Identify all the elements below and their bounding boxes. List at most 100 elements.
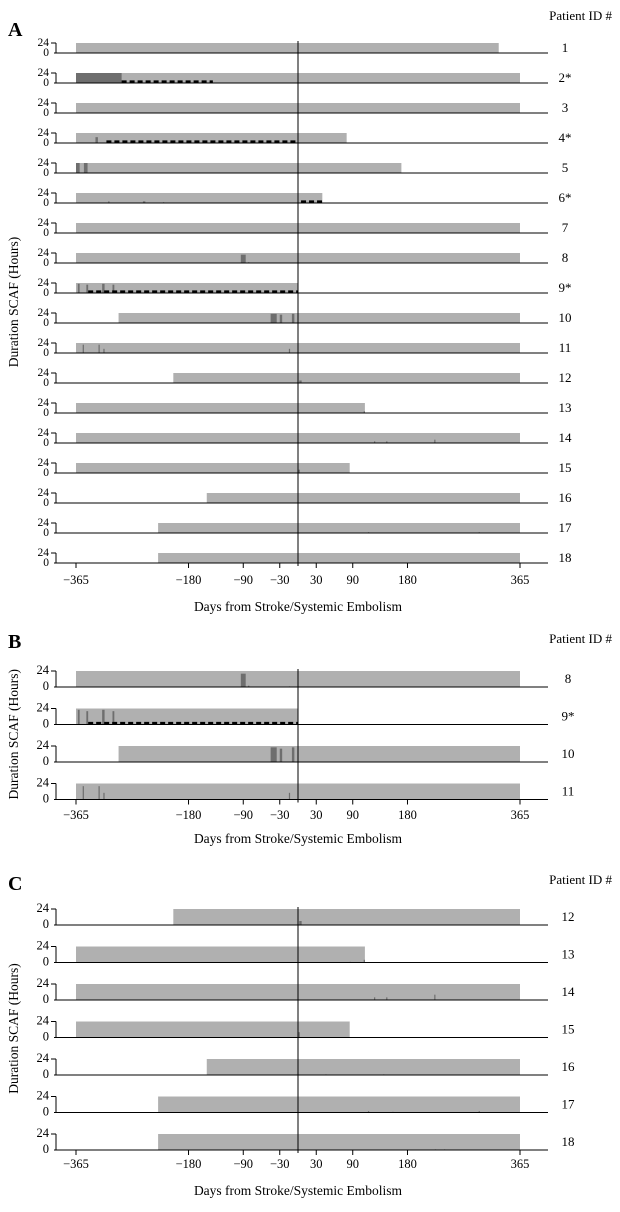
panel-b-xtick-label-0: −365 (63, 808, 89, 822)
panel-c-patient-id-12: 12 (562, 909, 575, 924)
panel-a-monitoring-bar-17 (158, 523, 520, 533)
panel-a-ytick-label-0-9*: 0 (43, 287, 49, 299)
panel-c-ytick-label-0-12: 0 (43, 917, 49, 931)
panel-a-scaf-event-9*-3 (112, 284, 115, 293)
panel-a-xtick-label-4: 30 (310, 573, 323, 587)
panel-a-ytick-label-0-6*: 0 (43, 197, 49, 209)
panel-a-ytick-label-0-11: 0 (43, 347, 49, 359)
panel-b-ytick-label-24-10: 24 (37, 738, 50, 752)
panel-a-ytick-label-24-17: 24 (38, 517, 50, 529)
panel-b-xtick-label-7: 365 (511, 808, 530, 822)
panel-c-xtick-label-6: 180 (398, 1157, 417, 1171)
panel-c-monitoring-bar-16 (206, 1059, 520, 1075)
panel-b-header: Patient ID # (549, 631, 612, 646)
panel-a-patient-id-11: 11 (559, 340, 572, 355)
panel-a-monitoring-bar-16 (206, 493, 520, 503)
panel-a-patient-id-13: 13 (559, 400, 572, 415)
panel-a-patient-id-6*: 6* (559, 190, 572, 205)
panel-a-xtick-label-6: 180 (398, 573, 417, 587)
panel-a-scaf-event-14-1 (386, 441, 388, 443)
panel-c-scaf-event-17-0 (367, 1111, 370, 1113)
panel-a-scaf-event-9*-0 (77, 283, 80, 293)
panel-c-scaf-event-13-0 (363, 959, 365, 963)
panel-a-ytick-label-24-3: 24 (38, 97, 50, 109)
panel-a-ytick-label-0-17: 0 (43, 527, 49, 539)
panel-b-ytick-label-0-11: 0 (43, 792, 49, 806)
panel-b-scaf-event-9*-0 (77, 709, 80, 725)
panel-a-ytick-label-0-12: 0 (43, 377, 49, 389)
panel-c-xtick-label-1: −180 (176, 1157, 202, 1171)
panel-a-ytick-label-0-7: 0 (43, 227, 49, 239)
panel-a-scaf-event-10-2 (291, 313, 295, 323)
panel-c-xtick-label-5: 90 (346, 1157, 359, 1171)
panel-a-patient-id-17: 17 (559, 520, 573, 535)
panel-c-patient-id-16: 16 (562, 1059, 576, 1074)
panel-b-scaf-event-8-1 (248, 685, 250, 687)
panel-a-patient-id-2*: 2* (559, 70, 572, 85)
panel-a-xtick-label-7: 365 (511, 573, 530, 587)
panel-a-ytick-label-24-10: 24 (38, 307, 50, 319)
panel-a-ytick-label-24-14: 24 (38, 427, 50, 439)
panel-b-scaf-event-9*-3 (112, 711, 115, 725)
panel-c-xtick-label-4: 30 (310, 1157, 323, 1171)
panel-c-scaf-event-15-0 (298, 1032, 300, 1038)
panel-a-ytick-label-0-8: 0 (43, 257, 49, 269)
panel-a-patient-id-3: 3 (562, 100, 569, 115)
panel-c-ytick-label-0-17: 0 (43, 1105, 49, 1119)
panel-a-monitoring-bar-6* (76, 193, 323, 203)
panel-c-ylabel: Duration SCAF (Hours) (6, 963, 21, 1094)
panel-a-scaf-event-11-3 (288, 348, 291, 353)
panel-b-scaf-event-10-0 (270, 747, 277, 762)
panel-b-xlabel: Days from Stroke/Systemic Embolism (194, 831, 403, 846)
panel-b-scaf-event-10-1 (279, 748, 283, 762)
panel-c-scaf-event-14-2 (434, 994, 436, 1000)
panel-a-ytick-label-24-13: 24 (38, 397, 50, 409)
panel-a-patient-id-10: 10 (559, 310, 572, 325)
panel-c-ytick-label-0-18: 0 (43, 1142, 49, 1156)
panel-a-ytick-label-24-4*: 24 (38, 127, 50, 139)
panel-a-patient-id-5: 5 (562, 160, 569, 175)
panel-a-ytick-label-24-1: 24 (38, 37, 50, 49)
panel-b-xtick-label-1: −180 (176, 808, 202, 822)
panel-a-monitoring-bar-13 (76, 403, 365, 413)
panel-b-ytick-label-0-10: 0 (43, 754, 49, 768)
panel-a-patient-id-9*: 9* (559, 280, 572, 295)
panel-a-xtick-label-2: −90 (233, 573, 253, 587)
panel-a-scaf-event-10-1 (279, 314, 283, 323)
panel-a-monitoring-bar-1 (76, 43, 499, 53)
panel-b-scaf-event-11-3 (288, 792, 291, 800)
panel-a-ytick-label-0-14: 0 (43, 437, 49, 449)
panel-a-scaf-event-10-0 (270, 313, 277, 323)
panel-b-scaf-event-8-0 (240, 673, 246, 687)
panel-b-xtick-label-4: 30 (310, 808, 323, 822)
panel-a-patient-id-16: 16 (559, 490, 573, 505)
panel-b-scaf-event-11-2 (103, 792, 105, 800)
panel-a-ytick-label-24-12: 24 (38, 367, 50, 379)
panel-c-xtick-label-3: −30 (270, 1157, 290, 1171)
panel-a-ytick-label-24-6*: 24 (38, 187, 50, 199)
panel-c-patient-id-17: 17 (562, 1097, 576, 1112)
panel-a-monitoring-bar-9* (76, 283, 298, 293)
panel-a-scaf-event-4*-0 (95, 137, 98, 143)
panel-c-patient-id-18: 18 (562, 1134, 575, 1149)
panel-a-ytick-label-24-2*: 24 (38, 67, 50, 79)
panel-b-scaf-event-11-0 (82, 786, 84, 800)
panel-a-ytick-label-24-8: 24 (38, 247, 50, 259)
panel-a-monitoring-bar-15 (76, 463, 350, 473)
panel-a-patient-id-12: 12 (559, 370, 572, 385)
panel-a-scaf-event-2*-0 (76, 73, 122, 83)
panel-a-monitoring-bar-12 (173, 373, 520, 383)
panel-a-scaf-event-5-0 (76, 163, 80, 173)
panel-b-xtick-label-5: 90 (346, 808, 359, 822)
panel-c-xtick-label-2: −90 (233, 1157, 253, 1171)
panel-a-ytick-label-0-16: 0 (43, 497, 49, 509)
panel-c-patient-id-14: 14 (562, 984, 576, 999)
panel-a-ylabel: Duration SCAF (Hours) (6, 237, 21, 368)
panel-a-patient-id-7: 7 (562, 220, 569, 235)
panel-c-ytick-label-0-16: 0 (43, 1067, 49, 1081)
panel-b-xtick-label-2: −90 (233, 808, 253, 822)
panel-b-patient-id-11: 11 (562, 784, 575, 799)
panel-a-xtick-label-0: −365 (63, 573, 89, 587)
panel-a-ytick-label-0-18: 0 (43, 557, 49, 569)
